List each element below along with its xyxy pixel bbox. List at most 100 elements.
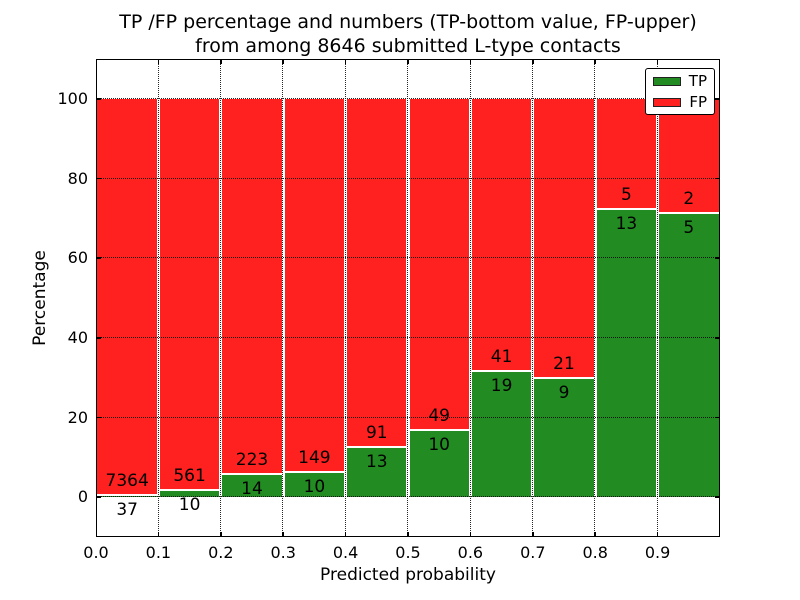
x-tick-label: 0.5: [395, 543, 421, 562]
y-tick-label: 100: [57, 88, 88, 108]
gridline-vertical: [532, 59, 533, 537]
fp-bar-segment: [347, 98, 407, 447]
x-tick-label: 0.2: [208, 543, 234, 562]
x-axis-label: Predicted probability: [320, 565, 496, 585]
tp-count-label: 10: [428, 434, 451, 455]
x-tick-mark: [157, 59, 160, 64]
x-tick-mark: [96, 59, 97, 64]
tp-count-label: 13: [615, 214, 638, 235]
fp-bar-segment: [659, 98, 720, 212]
fp-bar-segment: [534, 98, 594, 377]
tp-bar-segment: [534, 378, 594, 498]
x-tick-label: 0.0: [83, 543, 109, 562]
legend-label-tp: TP: [688, 72, 707, 90]
tp-count-label: 9: [558, 382, 570, 403]
gridline-horizontal: [96, 177, 720, 179]
y-tick-label: 0: [77, 487, 88, 507]
y-tick-label: 80: [67, 168, 88, 188]
fp-bar-segment: [159, 98, 220, 490]
y-tick-mark: [96, 98, 101, 100]
fp-swatch-icon: [653, 97, 681, 107]
tp-count-label: 10: [178, 495, 201, 516]
y-tick-mark: [96, 337, 101, 339]
gridline-horizontal: [96, 337, 720, 339]
fp-count-label: 561: [173, 466, 206, 487]
legend-item-tp: TP: [653, 72, 707, 90]
chart-title-line1: TP /FP percentage and numbers (TP-bottom…: [119, 11, 697, 33]
fp-count-label: 91: [365, 423, 388, 444]
y-tick-label: 20: [67, 407, 88, 427]
y-tick-mark: [715, 177, 720, 180]
tp-bar-segment: [471, 372, 532, 498]
gridline-vertical: [344, 59, 346, 537]
fp-bar-segment: [284, 98, 345, 472]
x-tick-mark: [656, 532, 659, 537]
gridline-horizontal: [96, 416, 720, 418]
fp-bar-segment: [96, 98, 157, 495]
gridline-horizontal: [96, 496, 720, 498]
y-tick-mark: [96, 257, 101, 259]
fp-bar-segment: [222, 98, 282, 473]
chart-title-line2: from among 8646 submitted L-type contact…: [195, 35, 621, 57]
fp-count-label: 149: [298, 448, 331, 469]
x-tick-mark: [407, 532, 409, 537]
legend: TP FP: [645, 68, 715, 115]
gridline-vertical: [656, 59, 658, 537]
legend-item-fp: FP: [653, 93, 707, 111]
tp-count-label: 37: [116, 500, 139, 521]
x-tick-label: 0.4: [332, 543, 359, 562]
tp-bar-segment: [596, 210, 657, 498]
x-tick-label: 0.7: [520, 543, 546, 562]
y-tick-mark: [715, 337, 720, 339]
gridline-vertical: [157, 59, 159, 537]
tp-bar-segment: [347, 448, 407, 498]
x-tick-mark: [532, 59, 534, 64]
y-tick-label: 60: [67, 248, 88, 268]
fp-bar-segment: [471, 98, 532, 371]
x-tick-mark: [594, 532, 596, 537]
plot-area: TP FP 7364 37 561 10 223 14 149 10 91 13 49 10 41 19 2…: [96, 59, 720, 537]
x-tick-mark: [532, 532, 534, 537]
x-tick-mark: [282, 59, 284, 64]
gridline-vertical: [407, 59, 409, 537]
y-tick-mark: [715, 257, 720, 259]
x-tick-mark: [344, 532, 347, 537]
tp-count-label: 13: [365, 452, 388, 473]
x-tick-mark: [594, 59, 596, 64]
x-tick-label: 0.1: [145, 543, 172, 562]
fp-count-label: 41: [490, 347, 513, 368]
x-tick-label: 0.8: [582, 543, 608, 562]
tp-bar-segment: [159, 491, 220, 498]
fp-count-label: 7364: [105, 471, 149, 492]
gridline-horizontal: [96, 98, 720, 100]
fp-count-label: 49: [428, 405, 451, 426]
gridline-vertical: [282, 59, 284, 537]
gridline-vertical: [469, 59, 471, 537]
tp-bar-segment: [222, 474, 282, 498]
chart-title: TP /FP percentage and numbers (TP-bottom…: [16, 10, 800, 58]
x-tick-label: 0.6: [457, 543, 484, 562]
tp-count-label: 19: [490, 376, 513, 397]
fp-bar-segment: [596, 98, 657, 209]
x-tick-label: 0.9: [644, 543, 671, 562]
fp-count-label: 2: [683, 188, 695, 209]
fp-bar-segment: [409, 98, 469, 429]
gridline-horizontal: [96, 257, 720, 259]
y-tick-mark: [715, 496, 720, 498]
x-tick-mark: [656, 59, 659, 64]
y-tick-mark: [96, 177, 101, 180]
tp-bar-segment: [284, 473, 345, 498]
tp-swatch-icon: [653, 76, 681, 86]
tp-count-label: 10: [303, 477, 326, 498]
x-tick-label: 0.3: [270, 543, 296, 562]
tp-count-label: 14: [241, 478, 263, 499]
tp-bar-segment: [409, 430, 469, 498]
x-tick-mark: [220, 532, 222, 537]
tp-bar-segment: [659, 213, 720, 498]
fp-count-label: 21: [553, 353, 575, 374]
gridline-vertical: [220, 59, 221, 537]
legend-label-fp: FP: [689, 93, 707, 111]
x-tick-mark: [220, 59, 222, 64]
fp-count-label: 5: [620, 185, 632, 206]
